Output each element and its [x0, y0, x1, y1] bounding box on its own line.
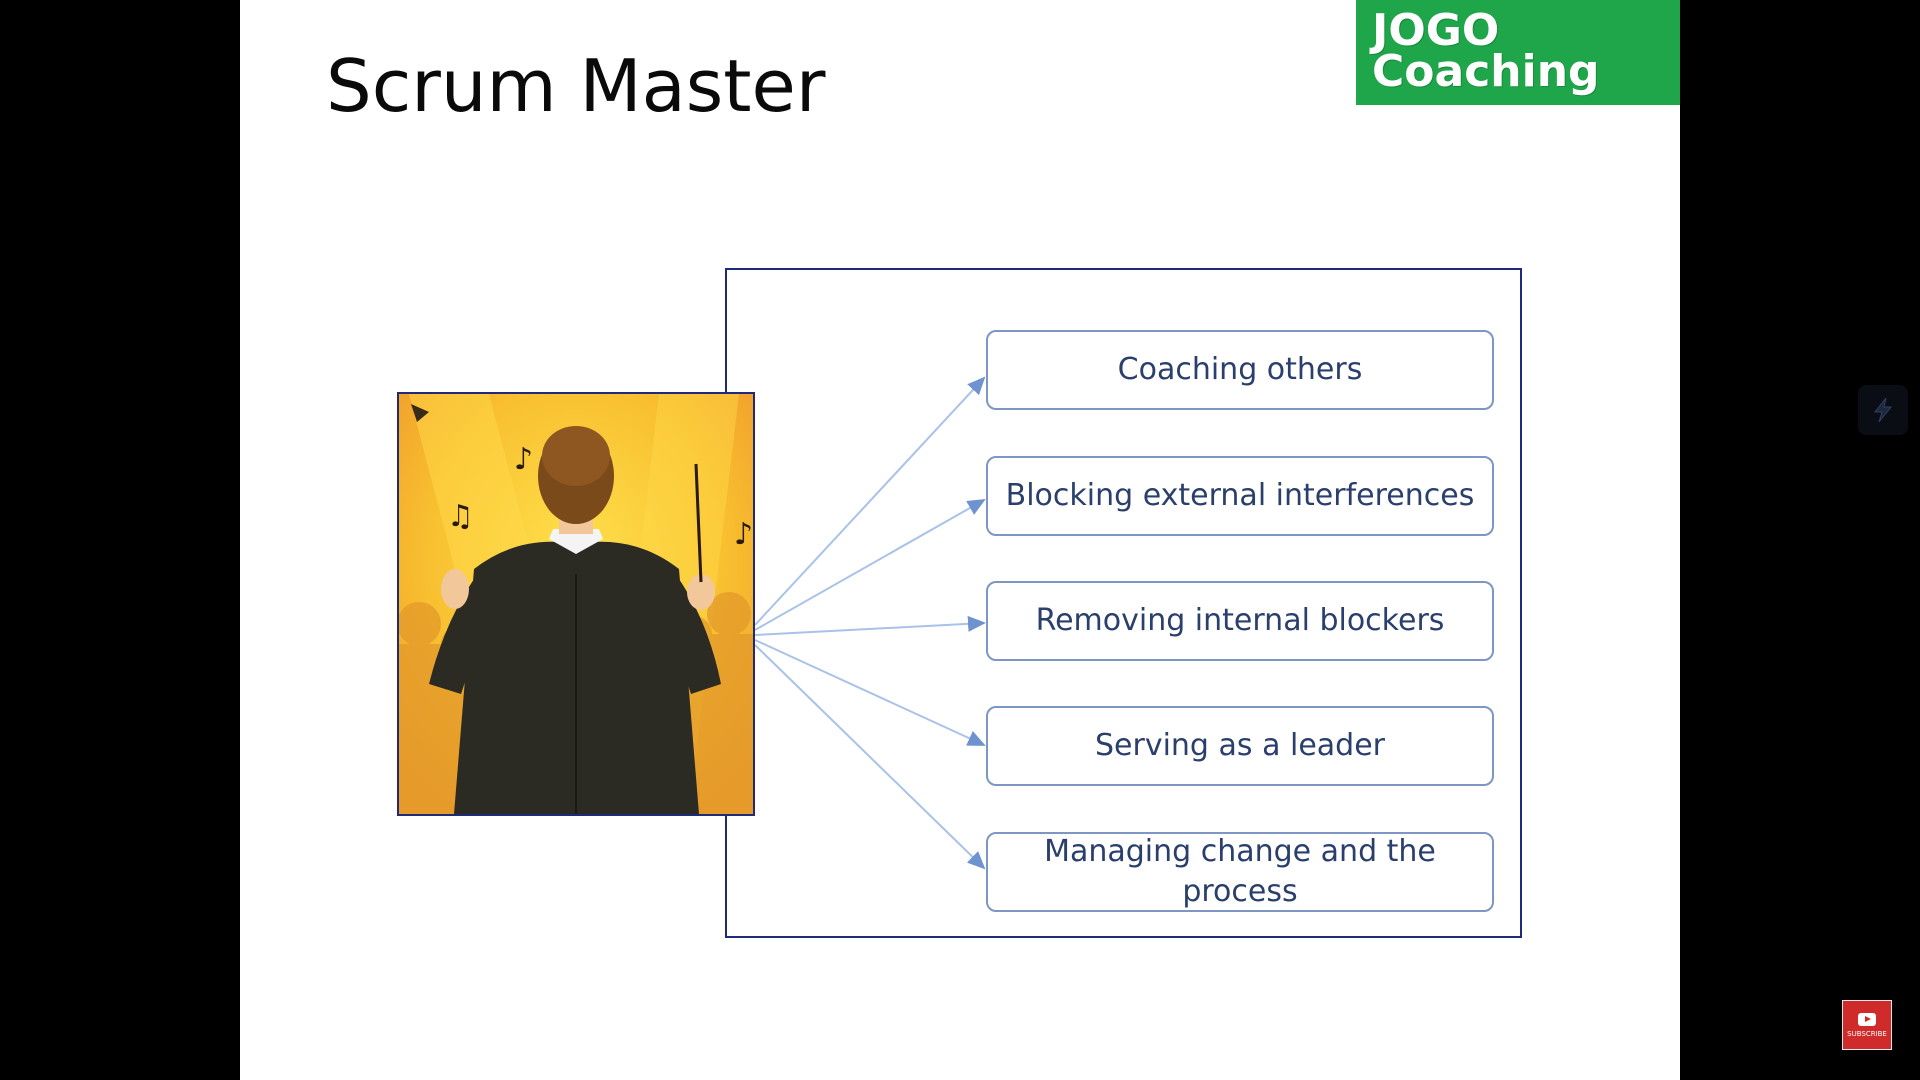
logo-line-1: JOGO: [1372, 5, 1500, 56]
svg-text:♪: ♪: [734, 517, 753, 552]
role-label: Removing internal blockers: [1035, 603, 1445, 638]
slide: Scrum Master JOGO Coaching: [240, 0, 1680, 1080]
role-serving-as-a-leader: Serving as a leader: [986, 706, 1494, 786]
conductor-illustration: ♪ ♫ ♪: [397, 392, 755, 816]
role-removing-internal-blockers: Removing internal blockers: [986, 581, 1494, 661]
subscribe-label: SUBSCRIBE: [1847, 1029, 1887, 1038]
role-label: Serving as a leader: [1095, 728, 1385, 763]
role-blocking-external-interferences: Blocking external interferences: [986, 456, 1494, 536]
slide-title: Scrum Master: [326, 44, 826, 128]
logo-line-2: Coaching: [1372, 46, 1600, 97]
play-icon: [1858, 1012, 1876, 1026]
role-label: Blocking external interferences: [1005, 478, 1475, 513]
role-label: Managing change and the process: [1044, 834, 1436, 909]
svg-text:♪: ♪: [514, 442, 533, 477]
side-widget-button[interactable]: [1858, 385, 1908, 435]
role-coaching-others: Coaching others: [986, 330, 1494, 410]
role-managing-change-and-the-process: Managing change and the process: [986, 832, 1494, 912]
subscribe-button[interactable]: SUBSCRIBE: [1842, 1000, 1892, 1050]
role-label: Coaching others: [1117, 352, 1363, 387]
jogo-coaching-logo: JOGO Coaching: [1356, 0, 1680, 105]
lightning-icon: [1873, 397, 1893, 423]
svg-text:♫: ♫: [447, 499, 474, 534]
